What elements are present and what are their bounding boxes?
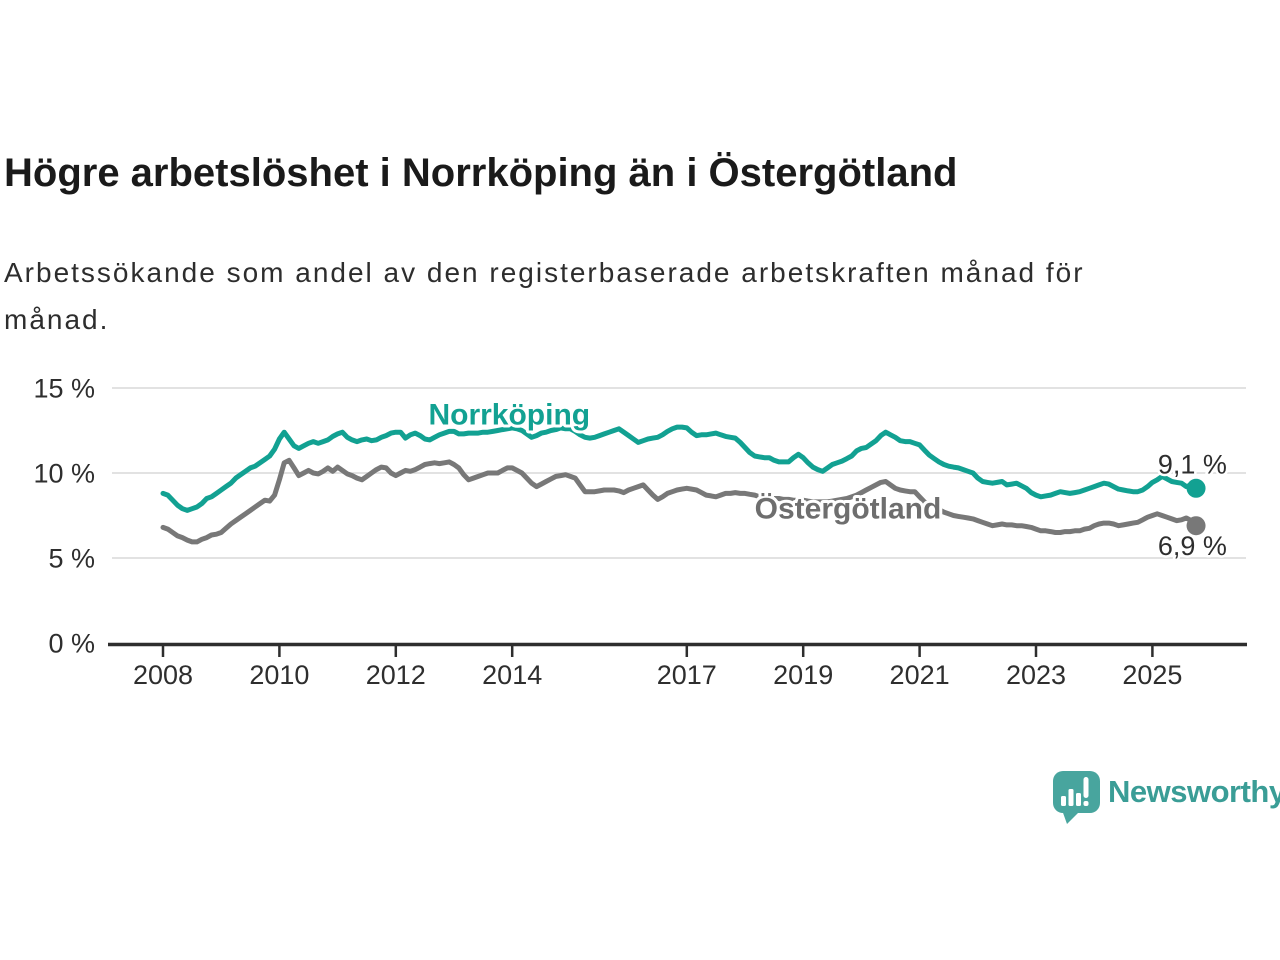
logo-exclamation-dot: [1083, 801, 1089, 806]
series-end-dot-0: [1186, 478, 1206, 498]
logo-exclamation-bar: [1083, 777, 1089, 798]
y-tick-label-15: 15 %: [33, 374, 95, 404]
series-line-1: [160, 457, 1199, 545]
logo-bubble: [1053, 771, 1100, 813]
newsworthy-logo-icon: [1053, 771, 1100, 824]
page-subtitle: Arbetssökande som andel av den registerb…: [4, 257, 1085, 335]
x-tick-label-2025: 2025: [1122, 660, 1182, 690]
x-tick-label-2010: 2010: [249, 660, 309, 690]
y-tick-label-10: 10 %: [33, 459, 95, 489]
y-tick-label-0: 0 %: [48, 629, 95, 659]
x-tick-label-2019: 2019: [773, 660, 833, 690]
series-end-dot-1: [1186, 516, 1206, 536]
x-tick-label-2021: 2021: [890, 660, 950, 690]
series-label-0: Norrköping: [428, 398, 590, 431]
brand-footer: Newsworthy: [1053, 771, 1280, 827]
series-line-0: [160, 424, 1199, 513]
brand-name: Newsworthy: [1108, 774, 1280, 809]
x-tick-label-2017: 2017: [657, 660, 717, 690]
x-tick-label-2012: 2012: [366, 660, 426, 690]
series-end-value-label-0: 9,1 %: [1158, 450, 1227, 480]
logo-bubble-tail: [1062, 810, 1081, 824]
x-tick-label-2023: 2023: [1006, 660, 1066, 690]
x-tick-label-2008: 2008: [133, 660, 193, 690]
y-tick-label-5: 5 %: [48, 544, 95, 574]
logo-bar-3: [1076, 793, 1081, 806]
x-tick-label-2014: 2014: [482, 660, 542, 690]
page-title: Högre arbetslöshet i Norrköping än i Öst…: [4, 151, 958, 195]
series-label-1: Östergötland: [755, 493, 942, 526]
logo-bar-2: [1068, 789, 1074, 806]
logo-bar-1: [1061, 796, 1066, 806]
series-end-value-label-1: 6,9 %: [1158, 531, 1227, 561]
